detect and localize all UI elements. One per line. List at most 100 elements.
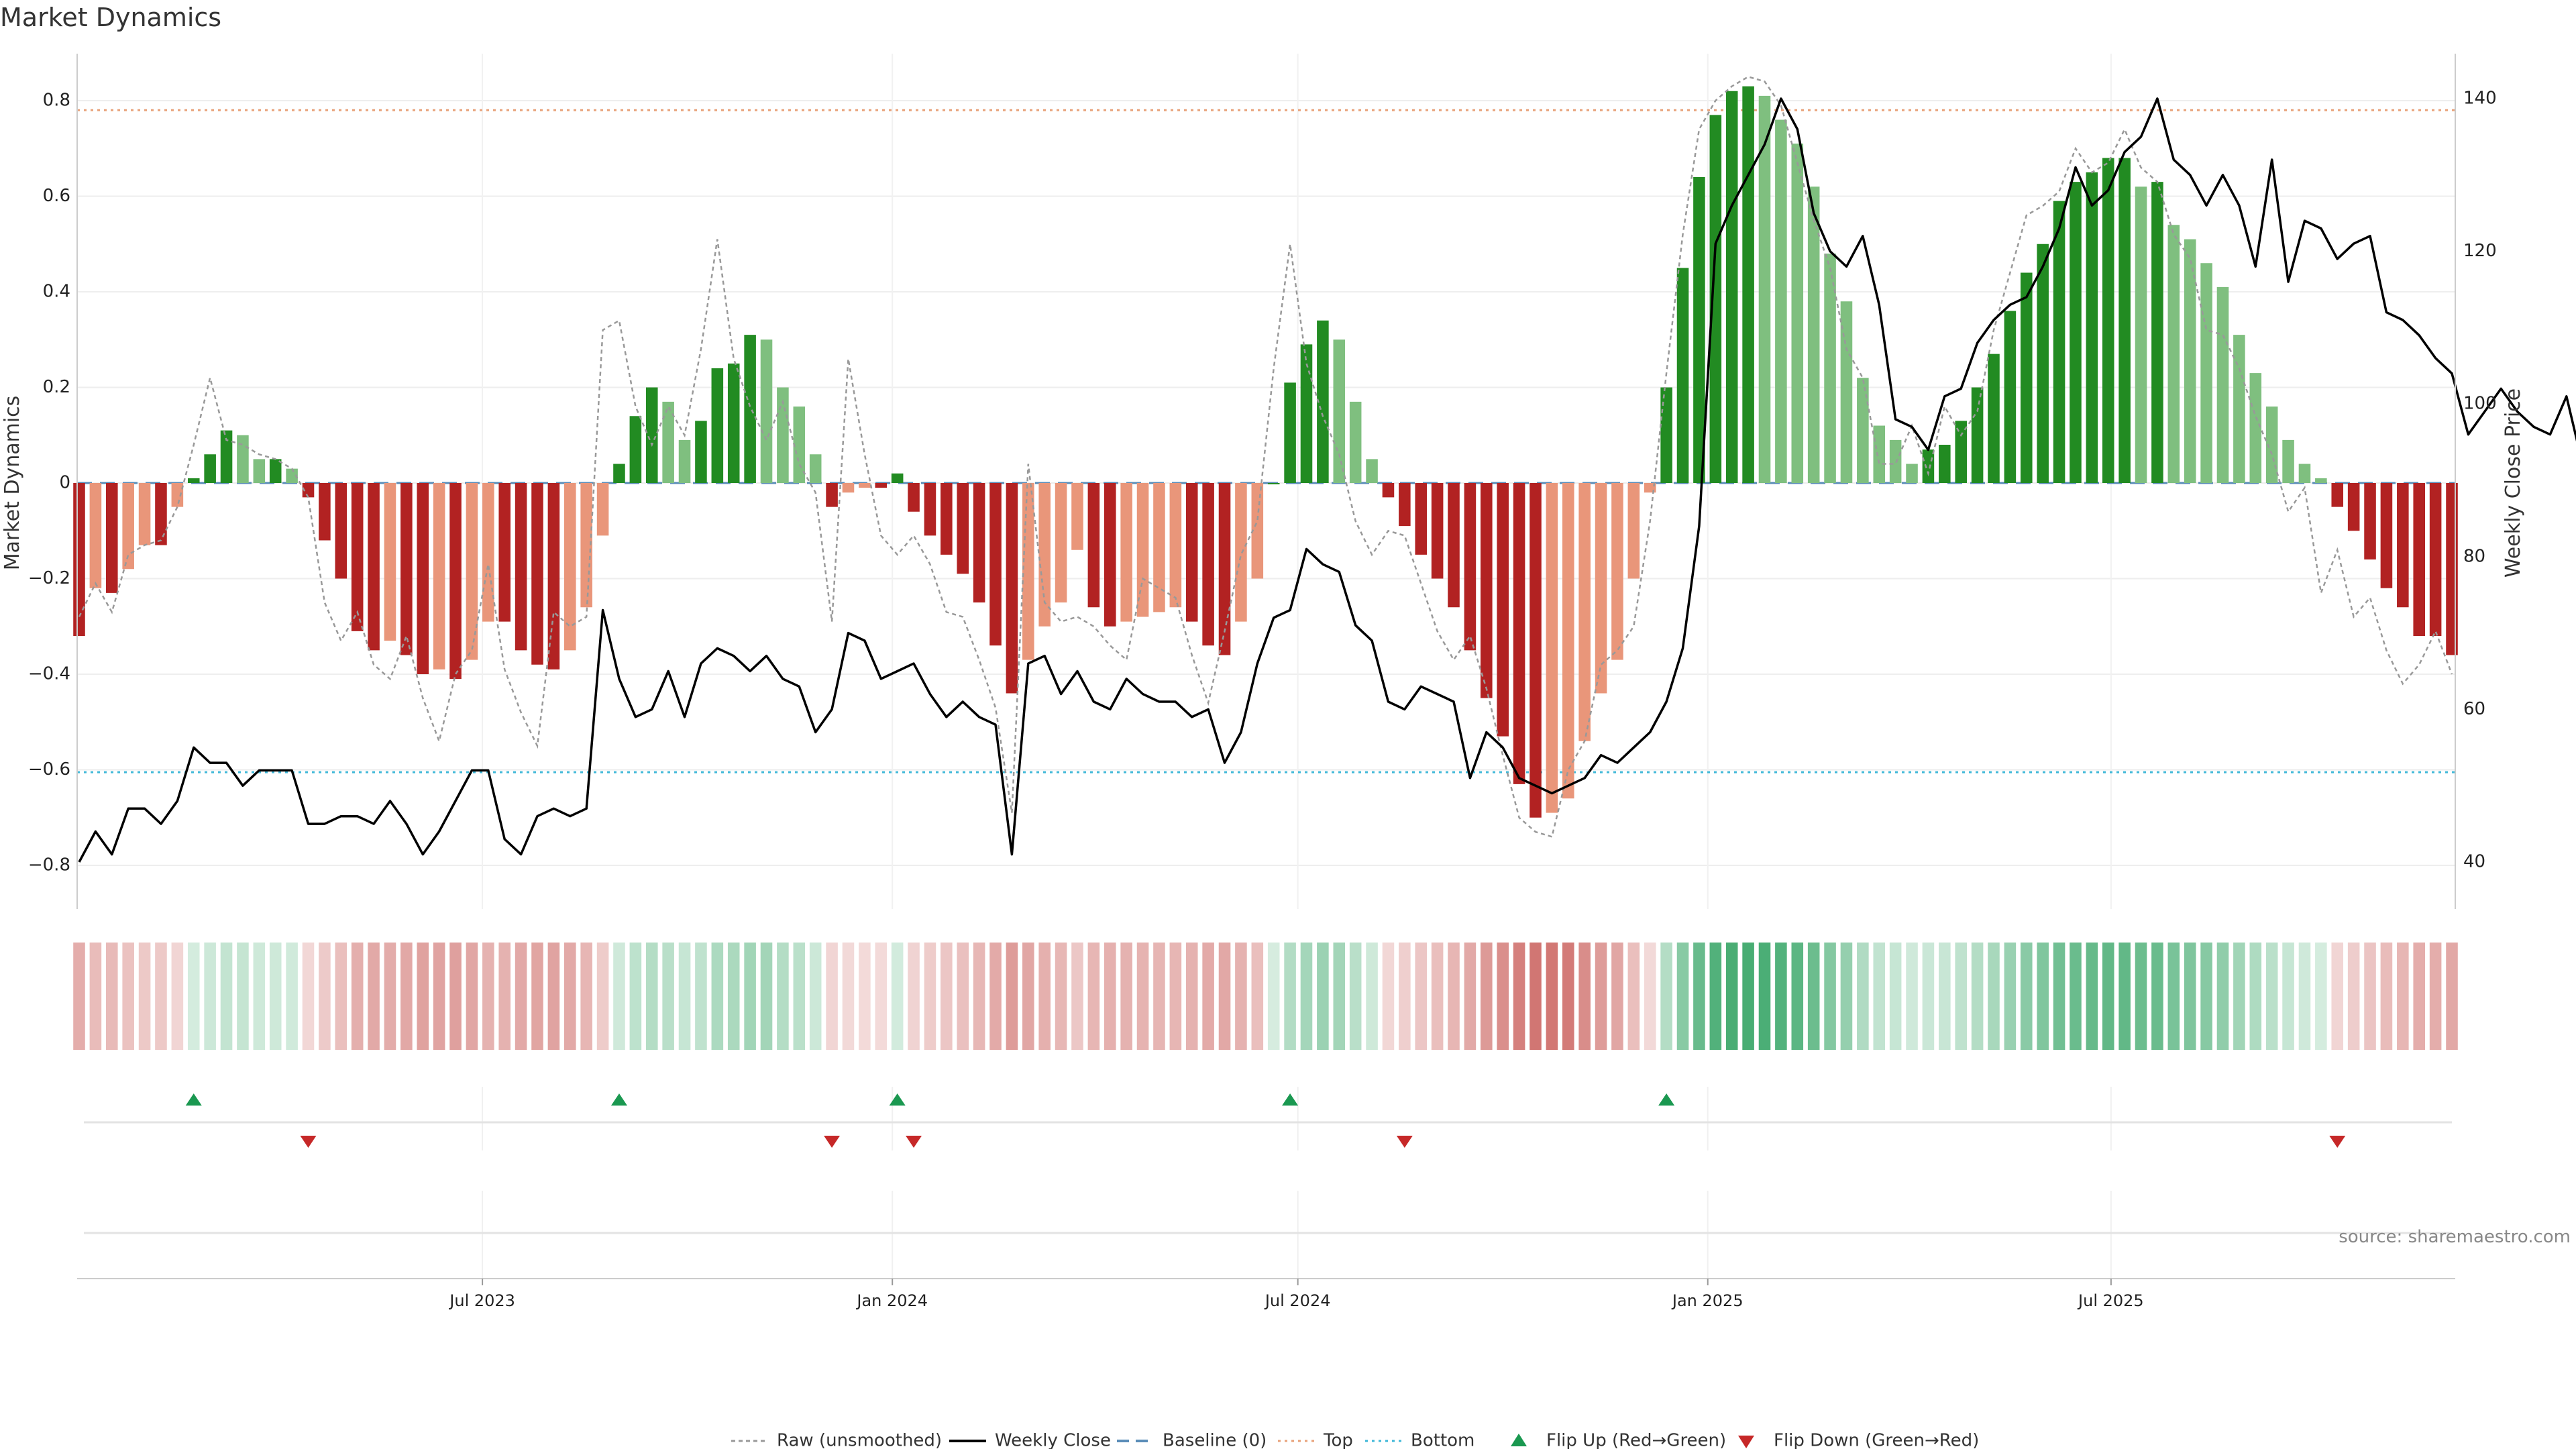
bar: [1464, 483, 1477, 651]
bar: [1513, 483, 1525, 784]
y-tick-label-right: 40: [2463, 852, 2485, 872]
strip-cell: [2135, 943, 2147, 1050]
legend-item-baseline: Baseline (0): [1117, 1431, 1267, 1449]
bar: [1071, 483, 1083, 550]
strip-cell: [957, 943, 969, 1050]
bar: [908, 483, 920, 512]
bar: [237, 435, 249, 483]
bar: [1202, 483, 1214, 646]
strip-cell: [2364, 943, 2376, 1050]
raw-series: [78, 76, 2453, 838]
strip-cell: [1300, 943, 1313, 1050]
strip-cell: [1399, 943, 1411, 1050]
bar: [695, 421, 707, 483]
bar: [1676, 268, 1689, 483]
bar: [826, 483, 838, 507]
bar: [1791, 144, 1804, 483]
bar: [1857, 378, 1869, 483]
strip-cell: [989, 943, 1002, 1050]
strip-cell: [1055, 943, 1067, 1050]
strip-cell: [1087, 943, 1100, 1050]
strip-cell: [564, 943, 576, 1050]
bar: [73, 483, 85, 636]
bar: [760, 339, 773, 483]
bar: [957, 483, 969, 574]
bar: [1481, 483, 1493, 698]
y-tick-label-left: 0.4: [43, 282, 70, 302]
bar: [1758, 95, 1771, 483]
bar: [1955, 421, 1967, 483]
grid-layer: [77, 54, 2455, 909]
strip-cell: [1497, 943, 1509, 1050]
strip-cell: [908, 943, 920, 1050]
strip-cell: [2380, 943, 2393, 1050]
strip-cell: [1006, 943, 1018, 1050]
bar-series: [73, 86, 2458, 818]
bar: [1807, 186, 1820, 483]
strip-cell: [777, 943, 789, 1050]
strip-cell: [1349, 943, 1362, 1050]
bar: [2037, 244, 2049, 483]
strip-cell: [695, 943, 707, 1050]
bar: [1038, 483, 1051, 627]
legend-label: Baseline (0): [1163, 1431, 1267, 1449]
bar: [629, 416, 642, 483]
x-tick-label: Jul 2025: [2077, 1291, 2144, 1310]
flip-up-marker: [185, 1093, 202, 1106]
bar: [2364, 483, 2376, 559]
bar: [1104, 483, 1116, 627]
strip-cell: [1644, 943, 1656, 1050]
strip-cell: [269, 943, 282, 1050]
bar: [2331, 483, 2344, 507]
bar: [645, 387, 658, 483]
strip-cell: [482, 943, 494, 1050]
bar: [2413, 483, 2425, 636]
strip-cell: [2200, 943, 2212, 1050]
bar: [2446, 483, 2458, 655]
strip-cell: [1136, 943, 1149, 1050]
x-tick-label: Jan 2024: [855, 1291, 928, 1310]
bar: [1988, 354, 2000, 483]
strip-cell: [498, 943, 511, 1050]
strip-cell: [138, 943, 151, 1050]
bar: [400, 483, 413, 655]
strip-cell: [1676, 943, 1689, 1050]
bar: [417, 483, 429, 674]
bar: [2200, 263, 2212, 483]
legend-label: Flip Down (Green→Red): [1774, 1431, 1979, 1449]
bar: [1889, 439, 1902, 483]
strip-cell: [220, 943, 233, 1050]
bar: [1824, 254, 1836, 483]
strip-cell: [2233, 943, 2245, 1050]
strip-cell: [1939, 943, 1951, 1050]
bar: [793, 407, 806, 483]
strip-cell: [1791, 943, 1804, 1050]
bar: [2086, 172, 2098, 483]
bar: [2298, 464, 2311, 483]
bar: [1627, 483, 1640, 579]
strip-cell: [1906, 943, 1918, 1050]
flip-down-marker: [2329, 1136, 2346, 1148]
bar: [1169, 483, 1182, 608]
strip-cell: [2413, 943, 2425, 1050]
bar: [1431, 483, 1444, 579]
strip-cell: [1955, 943, 1967, 1050]
bar: [2249, 373, 2262, 483]
strip-cell: [1725, 943, 1738, 1050]
bar: [1136, 483, 1149, 617]
empty-panel: [84, 1191, 2452, 1278]
bar: [1873, 425, 1886, 483]
strip-cell: [793, 943, 806, 1050]
strip-cell: [1988, 943, 2000, 1050]
bar: [138, 483, 151, 545]
legend-item-flip_down: Flip Down (Green→Red): [1738, 1431, 1979, 1449]
bar: [1235, 483, 1247, 622]
bar: [368, 483, 380, 651]
strip-cell: [1807, 943, 1820, 1050]
strip-cell: [1333, 943, 1346, 1050]
strip-cell: [826, 943, 838, 1050]
strip-cell: [73, 943, 85, 1050]
bar: [662, 401, 674, 483]
bar: [2315, 478, 2327, 483]
bar: [2135, 186, 2147, 483]
